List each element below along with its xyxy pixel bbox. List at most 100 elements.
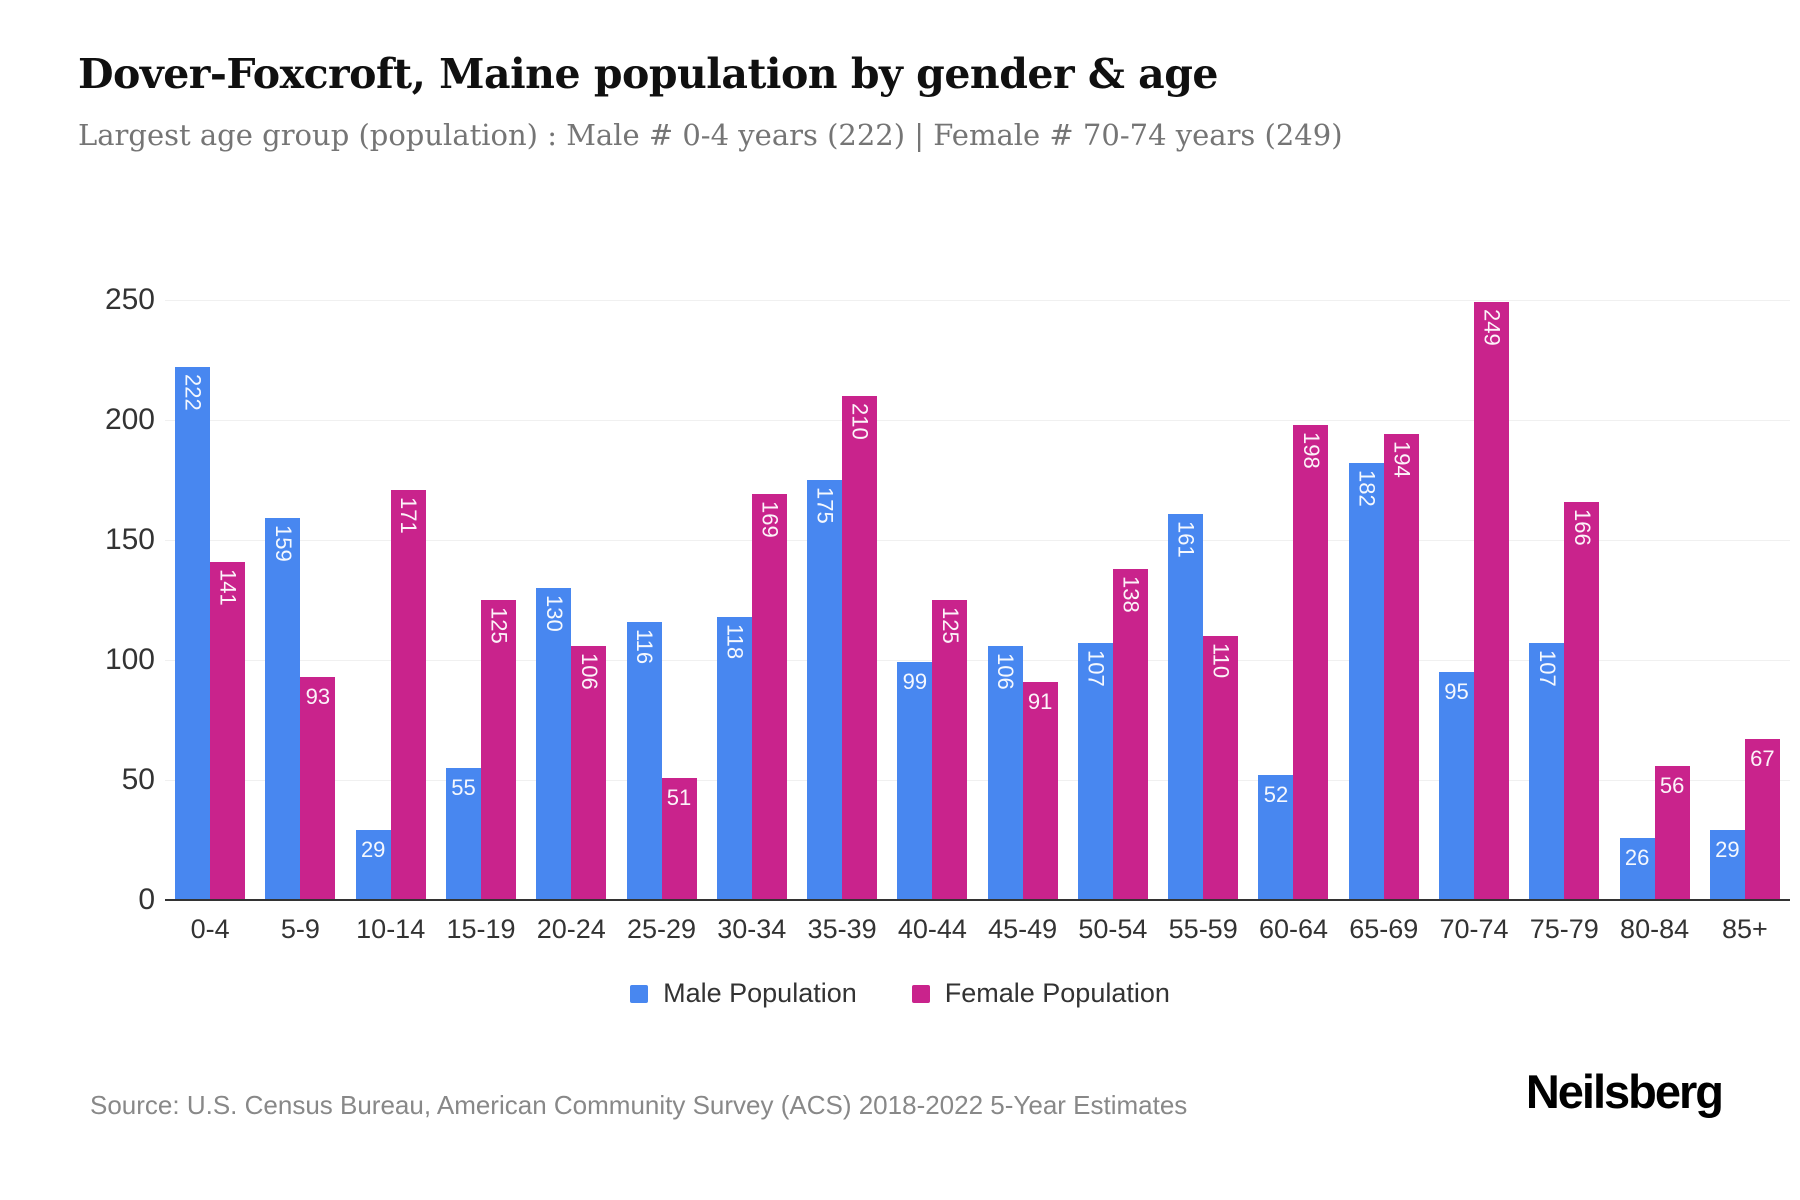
y-axis-tick-label: 200 <box>104 403 155 436</box>
x-axis-tick-label: 0-4 <box>190 914 230 944</box>
y-gridline <box>165 660 1790 661</box>
male-bar-80-84[interactable]: 26 <box>1619 837 1655 900</box>
bar-value-label: 107 <box>1534 650 1560 687</box>
male-bar-75-79[interactable]: 107 <box>1529 643 1565 900</box>
bar-value-label: 138 <box>1118 575 1144 613</box>
male-bar-5-9[interactable]: 159 <box>265 518 301 900</box>
female-bar-30-34[interactable]: 169 <box>751 494 787 900</box>
bar-value-label: 130 <box>541 595 567 632</box>
bar-value-label: 56 <box>1659 772 1685 798</box>
bar-value-label: 198 <box>1298 431 1324 469</box>
bar-value-label: 29 <box>360 837 386 863</box>
female-bar-85+[interactable]: 67 <box>1744 739 1780 900</box>
x-axis-tick-label: 10-14 <box>356 914 426 944</box>
bar-value-label: 182 <box>1354 470 1380 507</box>
bar-value-label: 110 <box>1208 643 1234 679</box>
x-axis-tick-label: 85+ <box>1721 914 1768 944</box>
legend-label: Female Population <box>944 978 1170 1008</box>
bar-value-label: 118 <box>722 623 748 659</box>
x-axis-tick-label: 45-49 <box>988 914 1058 944</box>
female-bar-15-19[interactable]: 125 <box>480 600 516 900</box>
female-bar-45-49[interactable]: 91 <box>1022 681 1058 900</box>
y-gridline <box>165 540 1790 541</box>
x-axis-line <box>165 899 1790 901</box>
x-axis-tick-label: 30-34 <box>717 914 787 944</box>
y-axis-tick-label: 100 <box>104 643 155 676</box>
x-axis-tick-label: 35-39 <box>807 914 877 944</box>
bar-value-label: 99 <box>902 669 928 695</box>
male-bar-25-29[interactable]: 116 <box>626 621 662 900</box>
y-gridline <box>165 420 1790 421</box>
male-legend-swatch <box>630 984 649 1003</box>
male-bar-20-24[interactable]: 130 <box>536 588 572 900</box>
x-axis-tick-label: 50-54 <box>1078 914 1148 944</box>
y-axis-tick-label: 0 <box>138 883 155 916</box>
x-axis-tick-label: 15-19 <box>446 914 516 944</box>
male-bar-85+[interactable]: 29 <box>1709 830 1745 900</box>
bar-value-label: 67 <box>1750 746 1775 772</box>
y-gridline <box>165 300 1790 301</box>
female-bar-5-9[interactable]: 93 <box>300 676 336 900</box>
bar-value-label: 52 <box>1263 782 1289 808</box>
source-attribution: Source: U.S. Census Bureau, American Com… <box>90 1090 1188 1120</box>
x-axis-tick-label: 25-29 <box>626 914 697 944</box>
legend-item-female[interactable]: Female Population <box>911 978 1170 1009</box>
female-bar-25-29[interactable]: 51 <box>661 777 697 900</box>
male-bar-50-54[interactable]: 107 <box>1077 643 1113 900</box>
legend-label: Male Population <box>663 978 857 1008</box>
bar-value-label: 106 <box>576 652 602 690</box>
legend-item-male[interactable]: Male Population <box>630 978 857 1009</box>
bar-value-label: 222 <box>180 374 206 411</box>
female-bar-50-54[interactable]: 138 <box>1112 568 1148 900</box>
female-bar-65-69[interactable]: 194 <box>1383 434 1419 900</box>
female-bar-10-14[interactable]: 171 <box>390 489 426 900</box>
female-bar-70-74[interactable]: 249 <box>1474 302 1510 900</box>
female-bar-60-64[interactable]: 198 <box>1293 424 1329 900</box>
bar-value-label: 161 <box>1173 520 1199 558</box>
female-bar-20-24[interactable]: 106 <box>571 645 607 900</box>
bar-value-label: 210 <box>847 403 873 440</box>
y-axis-tick-label: 150 <box>104 523 155 556</box>
male-bar-0-4[interactable]: 222 <box>175 367 211 900</box>
male-bar-40-44[interactable]: 99 <box>897 662 933 900</box>
x-axis-tick-label: 55-59 <box>1168 914 1238 944</box>
bar-value-label: 249 <box>1479 309 1505 347</box>
chart-subtitle: Largest age group (population) : Male # … <box>78 118 1343 152</box>
bar-value-label: 106 <box>993 652 1019 690</box>
female-bar-55-59[interactable]: 110 <box>1203 636 1239 900</box>
bar-value-label: 116 <box>632 628 658 664</box>
bar-value-label: 91 <box>1027 688 1053 714</box>
male-bar-70-74[interactable]: 95 <box>1439 672 1475 900</box>
x-axis-tick-label: 65-69 <box>1349 914 1419 944</box>
female-bar-0-4[interactable]: 141 <box>210 561 246 900</box>
neilsberg-logo[interactable]: Neilsberg <box>1525 1065 1724 1118</box>
x-axis-tick-label: 5-9 <box>280 914 320 944</box>
female-bar-80-84[interactable]: 56 <box>1654 765 1690 900</box>
plot-area: 222 141 0-4 159 93 5-9 29 171 10-14 55 125 15-19 130… <box>165 300 1790 944</box>
bar-value-label: 171 <box>396 496 422 534</box>
bar-value-label: 51 <box>666 784 692 810</box>
female-bar-40-44[interactable]: 125 <box>932 600 968 900</box>
bar-value-label: 125 <box>937 607 963 644</box>
male-bar-10-14[interactable]: 29 <box>355 830 391 900</box>
male-bar-60-64[interactable]: 52 <box>1258 775 1294 900</box>
bar-value-label: 95 <box>1444 679 1469 704</box>
male-bar-65-69[interactable]: 182 <box>1348 463 1384 900</box>
female-bar-75-79[interactable]: 166 <box>1564 501 1600 900</box>
bar-value-label: 55 <box>451 775 476 800</box>
x-axis-tick-label: 40-44 <box>897 914 967 944</box>
bar-value-label: 159 <box>270 525 296 563</box>
male-bar-55-59[interactable]: 161 <box>1168 513 1204 900</box>
male-bar-15-19[interactable]: 55 <box>445 768 481 900</box>
male-bar-30-34[interactable]: 118 <box>716 616 752 900</box>
y-gridline <box>165 780 1790 781</box>
male-bar-35-39[interactable]: 175 <box>807 480 843 900</box>
x-axis-tick-label: 75-79 <box>1529 914 1599 944</box>
bar-value-label: 107 <box>1083 650 1109 687</box>
x-axis-tick-label: 70-74 <box>1439 914 1509 944</box>
bar-value-label: 93 <box>305 683 331 709</box>
female-bar-35-39[interactable]: 210 <box>842 396 878 900</box>
bar-value-label: 169 <box>757 501 783 539</box>
male-bar-45-49[interactable]: 106 <box>987 645 1023 900</box>
